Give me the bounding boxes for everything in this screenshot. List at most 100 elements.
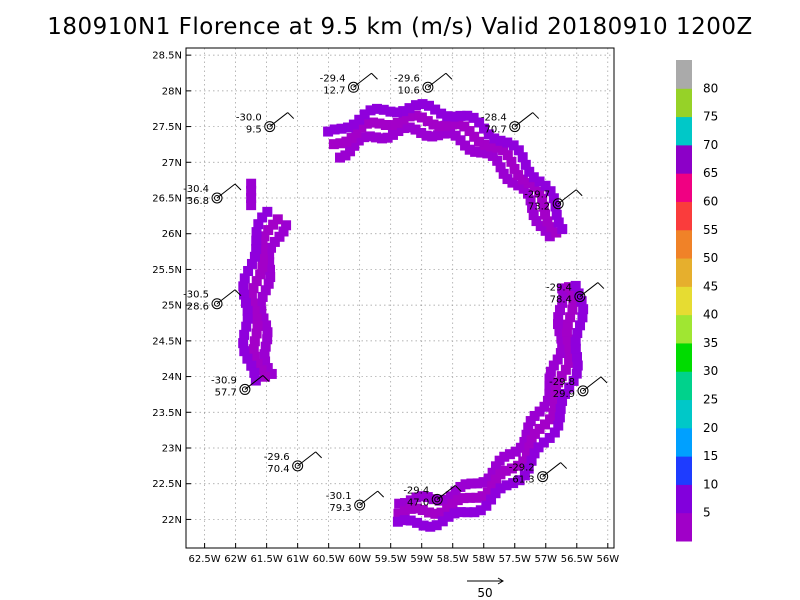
wind-barb (436, 485, 456, 500)
wind-cell (425, 521, 436, 532)
wind-cell (555, 403, 566, 414)
wind-cell (554, 326, 565, 337)
wind-cell (260, 341, 271, 352)
wind-cell (498, 168, 509, 179)
wind-cell (428, 119, 439, 130)
colorbar-label: 35 (703, 336, 718, 350)
dropsonde-marker-inner (214, 300, 221, 307)
wind-cell (246, 258, 257, 269)
dropsonde-marker (264, 121, 276, 133)
wind-cell (251, 244, 262, 255)
dropsonde-wind: 70.4 (267, 464, 289, 475)
wind-cell (246, 193, 257, 203)
wind-cell (570, 343, 581, 354)
wind-barb (244, 375, 264, 390)
wind-cell (259, 349, 270, 360)
wind-cell (442, 503, 453, 514)
wind-cell (249, 336, 260, 347)
wind-barb-flag (371, 72, 378, 80)
wind-cell (268, 219, 279, 230)
dropsonde-marker (537, 471, 549, 483)
wind-cell (490, 488, 501, 499)
wind-cell (468, 112, 479, 123)
wind-cell (483, 129, 494, 140)
wind-cell (504, 449, 515, 460)
wind-cell (550, 392, 561, 403)
wind-cell (436, 507, 447, 518)
wind-cell (508, 140, 519, 151)
wind-cell (417, 491, 428, 502)
wind-cell (263, 225, 274, 236)
wind-cell (540, 419, 551, 430)
wind-cell (565, 312, 576, 323)
dropsonde-temperature: -29.6 (394, 73, 420, 84)
dropsonde-marker-inner (356, 502, 363, 509)
wind-barb (359, 490, 378, 506)
wind-cell (570, 280, 581, 291)
colorbar-label: 30 (703, 364, 718, 378)
dropsonde-wind: 73.2 (528, 202, 550, 213)
wind-cell (466, 478, 477, 489)
x-tick-label: 56.5W (561, 554, 593, 565)
wind-cell (529, 181, 540, 192)
dropsonde-wind: 61.3 (512, 475, 534, 486)
wind-cell (323, 126, 334, 137)
wind-cell (252, 320, 263, 331)
wind-cell (391, 107, 402, 118)
wind-cell (251, 328, 262, 339)
wind-cell (412, 517, 423, 528)
dropsonde-wind: 79.3 (329, 503, 351, 514)
wind-cell (449, 508, 460, 519)
wind-cell (557, 224, 568, 235)
wind-cell (534, 423, 545, 434)
wind-cell (544, 231, 555, 242)
dropsonde-marker-inner (579, 387, 586, 394)
wind-cell (469, 507, 480, 518)
colorbar-label: 55 (703, 223, 718, 237)
wind-barb-flag (575, 189, 583, 197)
wind-cell (248, 283, 259, 294)
wind-cell (552, 354, 563, 365)
wind-cell (491, 474, 502, 485)
y-tick-label: 24.5N (152, 336, 182, 347)
wind-cell (249, 367, 260, 378)
colorbar-swatch (676, 229, 692, 259)
wind-cell (433, 130, 444, 141)
wind-cell (251, 235, 262, 246)
dropsonde-marker (552, 198, 564, 210)
wind-cell (538, 201, 549, 212)
dropsonde-marker (211, 192, 223, 204)
wind-cell (264, 257, 275, 268)
wind-cell (474, 117, 485, 128)
wind-cell (554, 305, 565, 316)
colorbar-label: 15 (703, 449, 718, 463)
wind-cell (559, 388, 570, 399)
dropsonde-temperature: -30.9 (211, 375, 237, 386)
wind-cell (570, 335, 581, 346)
wind-cell (416, 127, 427, 138)
wind-cell (520, 159, 531, 170)
colorbar-label: 60 (703, 194, 718, 208)
wind-cell (523, 463, 534, 474)
colorbar-swatch (676, 258, 692, 287)
dropsonde-temperature: -29.4 (320, 73, 346, 84)
wind-cell (266, 368, 277, 379)
wind-cell (489, 133, 500, 144)
wind-cell (382, 132, 393, 143)
wind-cell (262, 334, 273, 345)
wind-barb-flag (600, 376, 608, 384)
wind-cell (359, 109, 370, 120)
wind-cell (464, 126, 475, 137)
wind-cell (548, 407, 559, 418)
wind-barb (579, 282, 599, 297)
wind-cell (490, 461, 501, 472)
wind-cell (257, 246, 268, 257)
dropsonde-marker-inner (350, 84, 357, 91)
wind-cell (523, 178, 534, 189)
y-tick-label: 22N (162, 515, 182, 526)
wind-cell (462, 110, 473, 121)
dropsonde-marker (347, 81, 359, 93)
wind-cell (422, 492, 433, 503)
wind-cell (542, 395, 553, 406)
wind-cell (529, 448, 540, 459)
